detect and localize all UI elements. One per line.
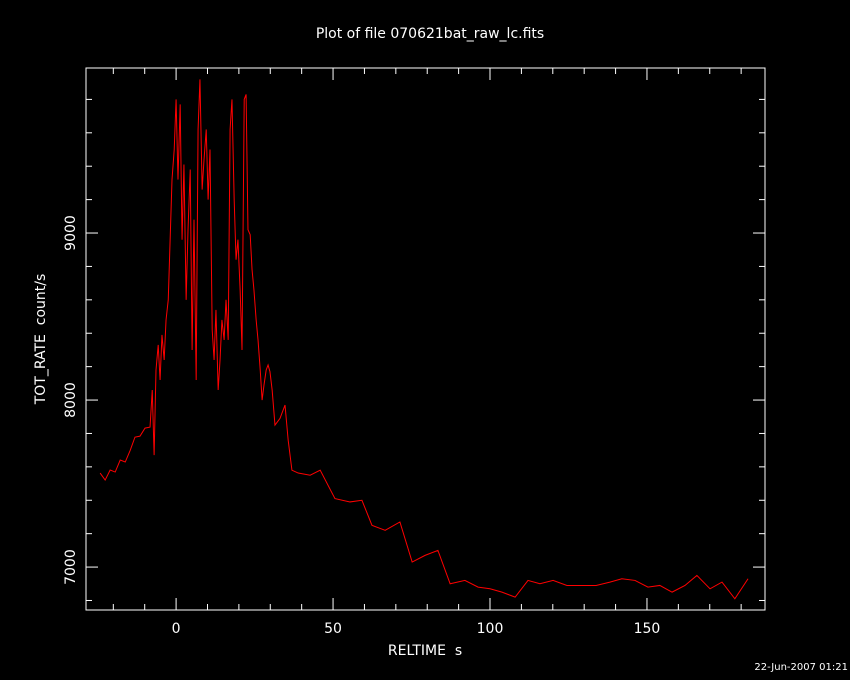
x-axis-label: RELTIME s: [388, 643, 462, 659]
y-tick-label: 7000: [63, 549, 79, 585]
plot-frame: [85, 67, 766, 611]
y-tick-label: 8000: [63, 382, 79, 418]
y-axis-label: TOT_RATE count/s: [33, 274, 49, 406]
light-curve: [99, 79, 749, 600]
x-tick-label: 150: [634, 621, 661, 637]
x-tick-label: 0: [172, 621, 181, 637]
x-tick-label: 100: [477, 621, 504, 637]
x-tick-label: 50: [324, 621, 342, 637]
chart-title: Plot of file 070621bat_raw_lc.fits: [316, 26, 544, 42]
y-tick-label: 9000: [63, 215, 79, 251]
footnote: 22-Jun-2007 01:21: [754, 662, 848, 673]
